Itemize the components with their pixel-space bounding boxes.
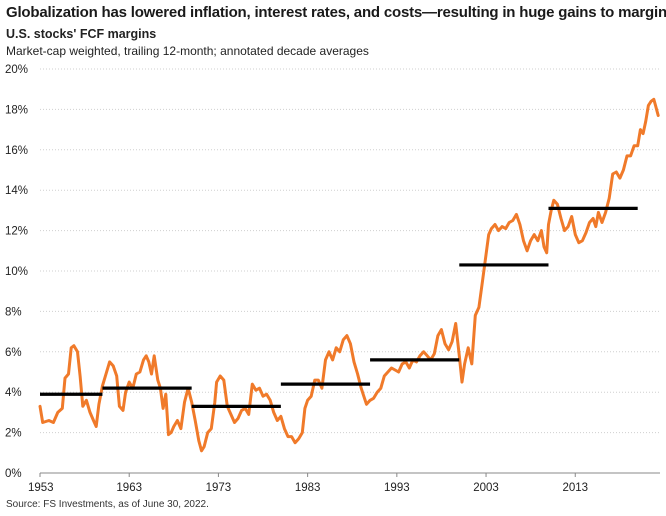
y-axis-tick-labels: 0% 2% 4% 6% 8% 10% 12% 14% 16% 18% 20% <box>5 64 28 480</box>
x-tick-label-1973: 1973 <box>206 482 232 494</box>
x-tick-label-1983: 1983 <box>295 482 321 494</box>
y-tick-label-0: 0% <box>5 468 22 480</box>
decade-average-lines <box>40 206 638 408</box>
y-tick-label-20: 20% <box>5 64 28 76</box>
chart-subtitle: U.S. stocks' FCF margins <box>6 27 157 41</box>
chart-note: Market-cap weighted, trailing 12-month; … <box>6 44 369 58</box>
y-tick-label-6: 6% <box>5 347 22 359</box>
y-tick-label-10: 10% <box>5 266 28 278</box>
source-note: Source: FS Investments, as of June 30, 2… <box>6 499 209 510</box>
y-tick-label-4: 4% <box>5 387 22 399</box>
x-tick-label-1993: 1993 <box>384 482 410 494</box>
y-tick-label-2: 2% <box>5 428 22 440</box>
y-tick-label-18: 18% <box>5 104 28 116</box>
y-tick-label-14: 14% <box>5 185 28 197</box>
x-tick-label-2013: 2013 <box>562 482 588 494</box>
grid-lines <box>40 68 660 434</box>
y-tick-label-8: 8% <box>5 306 22 318</box>
x-tick-label-2003: 2003 <box>473 482 499 494</box>
y-tick-label-16: 16% <box>5 145 28 157</box>
y-tick-label-12: 12% <box>5 226 28 238</box>
chart-title: Globalization has lowered inflation, int… <box>6 4 666 21</box>
x-tick-label-1963: 1963 <box>116 482 142 494</box>
series-line-fcf-margin <box>38 97 660 453</box>
x-tick-label-1953: 1953 <box>28 482 54 494</box>
x-axis-tick-labels: 1953 1963 1973 1983 1993 2003 2013 <box>28 473 588 494</box>
